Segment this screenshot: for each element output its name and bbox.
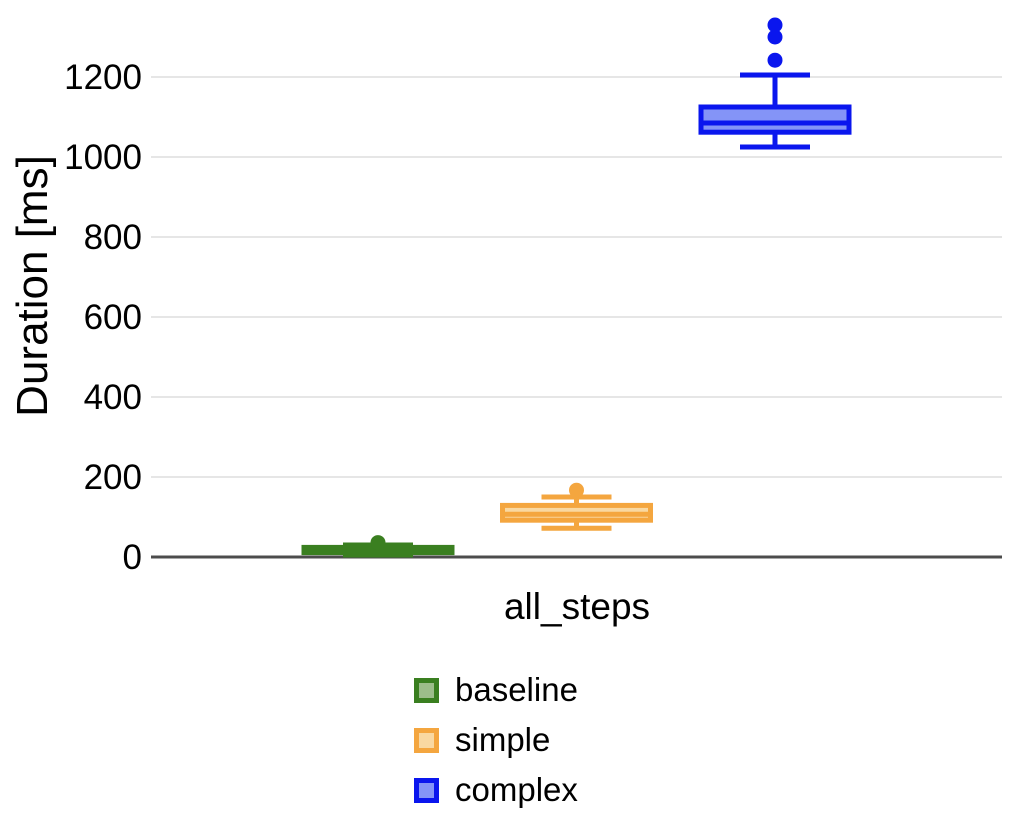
legend-item-baseline: baseline — [414, 671, 578, 708]
legend-swatch-complex — [414, 777, 439, 803]
y-axis-title: Duration [ms] — [8, 155, 57, 417]
legend-label-baseline: baseline — [455, 671, 578, 708]
legend: baseline simple complex — [414, 671, 578, 827]
outlier-point-complex — [767, 17, 783, 33]
outlier-point-complex — [767, 52, 783, 68]
outlier-point-baseline — [370, 535, 386, 551]
legend-label-complex: complex — [455, 771, 578, 808]
legend-item-simple: simple — [414, 721, 578, 758]
y-tick-label: 600 — [84, 298, 142, 337]
outlier-point-simple — [569, 482, 584, 498]
legend-swatch-baseline — [414, 677, 439, 703]
y-tick-label: 0 — [123, 538, 142, 577]
y-tick-label: 1000 — [64, 138, 142, 177]
legend-swatch-simple — [414, 727, 439, 753]
legend-label-simple: simple — [455, 721, 551, 758]
legend-item-complex: complex — [414, 771, 578, 808]
y-tick-label: 400 — [84, 378, 142, 417]
plot-area: 0 200 400 600 800 1000 1200 — [64, 17, 1002, 577]
x-axis-label: all_steps — [503, 586, 651, 627]
y-tick-label: 1200 — [64, 58, 142, 97]
y-tick-label: 800 — [84, 218, 142, 257]
outlier-point-complex — [767, 29, 783, 45]
y-tick-label: 200 — [84, 458, 142, 497]
box-complex — [698, 104, 852, 135]
